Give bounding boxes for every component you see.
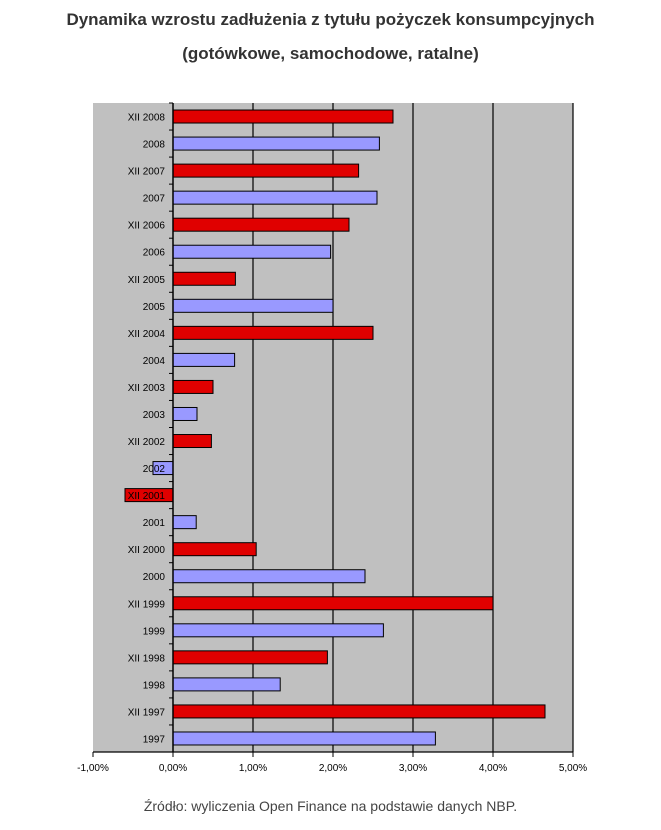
bar-17 — [172, 569, 366, 584]
category-label-19: 1999 — [143, 626, 166, 637]
category-label-0: XII 2008 — [128, 113, 166, 124]
bar-5 — [172, 244, 332, 259]
category-label-15: 2001 — [143, 518, 166, 529]
bar-20 — [172, 650, 328, 665]
bar-4 — [172, 217, 350, 232]
x-tick-label-1: 0,00% — [159, 763, 187, 774]
category-label-10: XII 2003 — [128, 383, 166, 394]
bar-0 — [172, 109, 394, 124]
category-label-21: 1998 — [143, 680, 166, 691]
bar-15 — [172, 515, 197, 530]
category-label-6: XII 2005 — [128, 275, 166, 286]
category-label-9: 2004 — [143, 356, 166, 367]
bar-7 — [172, 298, 334, 313]
category-label-4: XII 2006 — [128, 221, 166, 232]
x-tick-label-3: 2,00% — [319, 763, 347, 774]
bar-11 — [172, 406, 198, 421]
source-note: Źródło: wyliczenia Open Finance na podst… — [143, 798, 518, 814]
bar-8 — [172, 325, 374, 340]
x-tick-label-0: -1,00% — [77, 763, 109, 774]
category-label-13: 2002 — [143, 464, 166, 475]
category-label-3: 2007 — [143, 194, 166, 205]
category-label-16: XII 2000 — [128, 545, 166, 556]
category-label-18: XII 1999 — [128, 599, 166, 610]
x-tick-label-4: 3,00% — [399, 763, 427, 774]
category-label-23: 1997 — [143, 734, 166, 745]
category-label-12: XII 2002 — [128, 437, 166, 448]
category-label-5: 2006 — [143, 248, 166, 259]
category-label-11: 2003 — [143, 410, 166, 421]
category-label-7: 2005 — [143, 302, 166, 313]
bar-9 — [172, 352, 236, 367]
bar-21 — [172, 677, 281, 692]
x-tick-label-2: 1,00% — [239, 763, 267, 774]
bar-16 — [172, 542, 257, 557]
category-label-20: XII 1998 — [128, 653, 166, 664]
category-label-8: XII 2004 — [128, 329, 166, 340]
bar-1 — [172, 136, 380, 151]
bar-12 — [172, 434, 212, 449]
x-tick-label-6: 5,00% — [559, 763, 587, 774]
bar-18 — [172, 596, 494, 611]
bar-10 — [172, 379, 214, 394]
bar-3 — [172, 190, 378, 205]
bar-23 — [172, 731, 436, 746]
chart-subtitle: (gotówkowe, samochodowe, ratalne) — [182, 44, 479, 63]
bar-2 — [172, 163, 360, 178]
category-label-14: XII 2001 — [128, 491, 166, 502]
bar-19 — [172, 623, 384, 638]
category-label-1: 2008 — [143, 140, 166, 151]
plot-area-negative — [93, 103, 173, 752]
chart-title: Dynamika wzrostu zadłużenia z tytułu poż… — [66, 10, 595, 29]
category-label-22: XII 1997 — [128, 707, 166, 718]
bar-6 — [172, 271, 236, 286]
bar-22 — [172, 704, 546, 719]
x-tick-label-5: 4,00% — [479, 763, 507, 774]
plot-area — [173, 103, 573, 752]
category-label-17: 2000 — [143, 572, 166, 583]
bar-chart: XII 2008 2008 XII 2007 2007 XII 2006 2006 XII … — [77, 102, 587, 774]
category-label-2: XII 2007 — [128, 167, 166, 178]
